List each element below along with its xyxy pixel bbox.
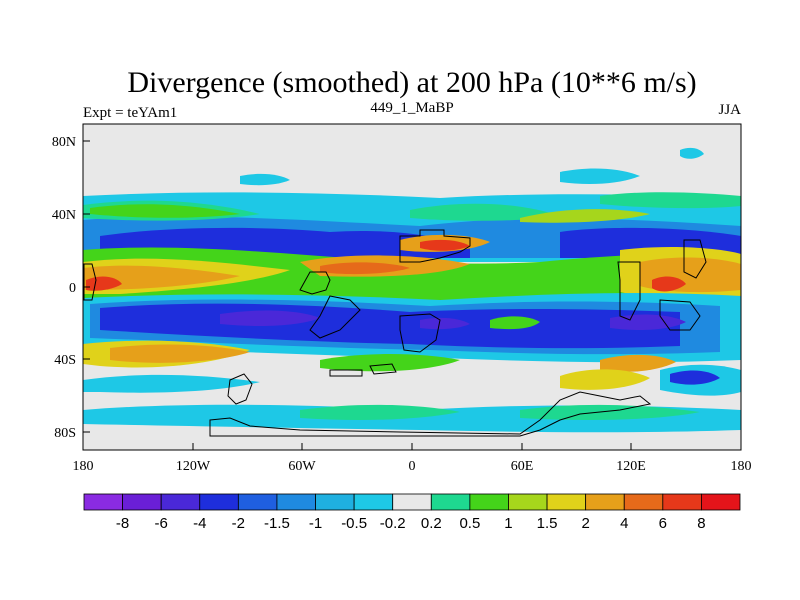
colorbar-swatch — [508, 493, 548, 511]
lon-axis — [192, 443, 632, 450]
colorbar-swatch — [199, 493, 239, 511]
colorbar-label: 1.5 — [537, 515, 558, 532]
colorbar-swatch — [585, 493, 625, 511]
lon-tick-label: 60E — [511, 459, 534, 474]
colorbar-label: -8 — [116, 515, 129, 532]
colorbar-label: 8 — [697, 515, 705, 532]
lon-tick-label: 60W — [288, 459, 316, 474]
colorbar-label: 2 — [581, 515, 589, 532]
colorbar-label: 6 — [659, 515, 667, 532]
lat-tick-label: 40S — [54, 353, 76, 368]
colorbar-label: -6 — [155, 515, 168, 532]
colorbar-swatch — [160, 493, 201, 511]
colorbar-label: -4 — [193, 515, 206, 532]
lon-tick-label: 180 — [73, 459, 94, 474]
lat-tick-label: 80N — [52, 135, 76, 150]
lat-tick-label: 0 — [69, 281, 76, 296]
colorbar: -8 -6 -4 -2 -1.5 -1 -0.5 -0.2 0.2 0.5 1 1.5 2 4 6 8 — [83, 493, 741, 532]
colorbar-swatch — [315, 493, 355, 511]
lon-tick-label: 120E — [616, 459, 646, 474]
colorbar-swatch — [392, 493, 432, 511]
lat-axis — [83, 140, 90, 433]
colorbar-swatch — [662, 493, 702, 511]
colorbar-swatch — [546, 493, 587, 511]
colorbar-swatch — [353, 493, 394, 511]
colorbar-swatch — [237, 493, 278, 511]
colorbar-label: 4 — [620, 515, 628, 532]
colorbar-swatch — [276, 493, 316, 511]
colorbar-label: -1 — [309, 515, 322, 532]
colorbar-swatch — [430, 493, 471, 511]
lon-tick-label: 120W — [176, 459, 211, 474]
colorbar-label: -1.5 — [264, 515, 290, 532]
colorbar-label: 0.2 — [421, 515, 442, 532]
lat-tick-label: 80S — [54, 426, 76, 441]
case-id-label: 449_1_MaBP — [370, 100, 453, 116]
colorbar-label: -2 — [232, 515, 245, 532]
colorbar-swatch — [122, 493, 162, 511]
colorbar-swatch — [469, 493, 509, 511]
divergence-field — [83, 124, 741, 450]
colorbar-swatch — [623, 493, 664, 511]
colorbar-swatch — [701, 493, 741, 511]
colorbar-label: -0.2 — [380, 515, 406, 532]
lat-tick-label: 40N — [52, 208, 76, 223]
lon-tick-label: 0 — [409, 459, 416, 474]
colorbar-label: 1 — [504, 515, 512, 532]
colorbar-label: 0.5 — [459, 515, 480, 532]
colorbar-label: -0.5 — [341, 515, 367, 532]
season-label: JJA — [718, 102, 741, 118]
colorbar-swatch — [83, 493, 123, 511]
experiment-label: Expt = teYAm1 — [83, 105, 177, 121]
map-title: Divergence (smoothed) at 200 hPa (10**6 … — [127, 66, 696, 99]
lon-tick-label: 180 — [731, 459, 752, 474]
